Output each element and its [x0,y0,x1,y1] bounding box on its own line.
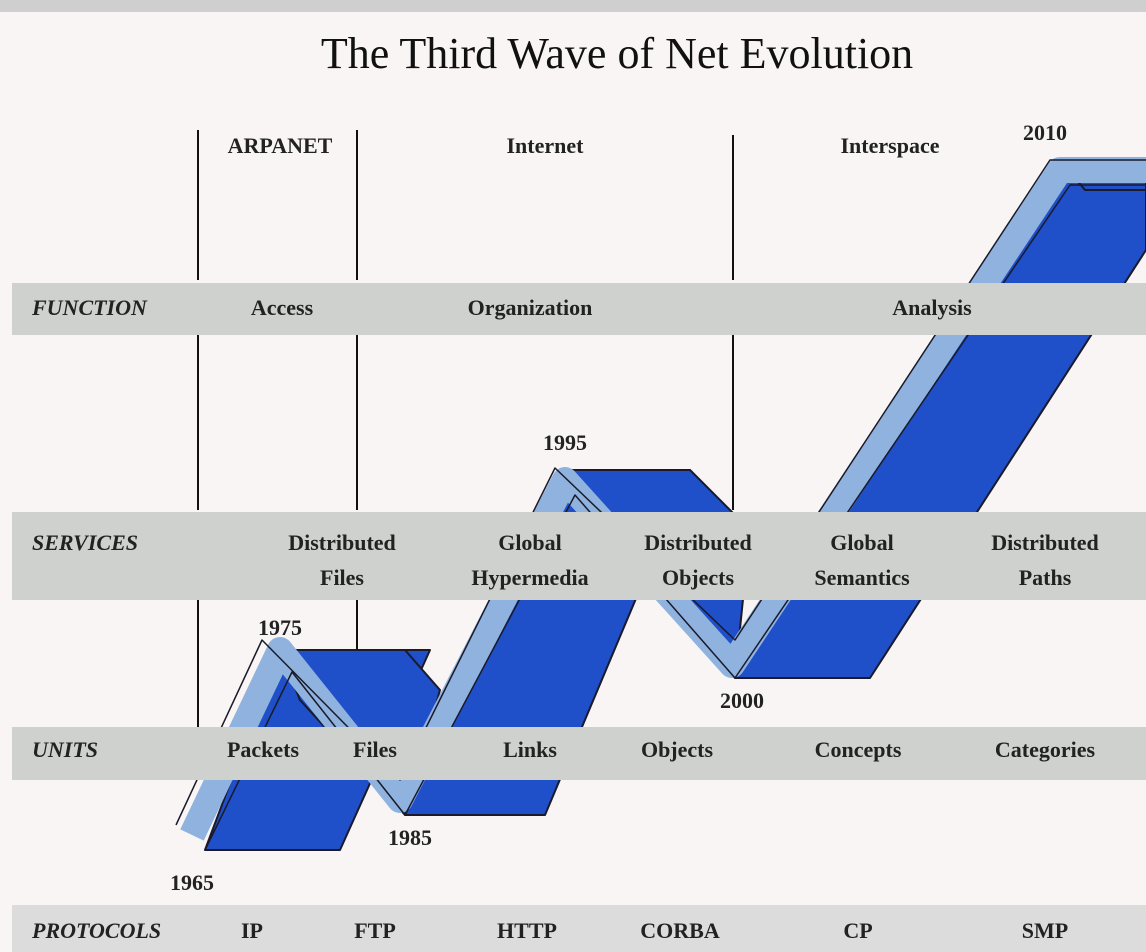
unit-item: Files [353,737,397,762]
service-item: Global [830,530,894,555]
year-label: 2000 [720,688,764,713]
unit-item: Links [503,737,557,762]
year-label: 1975 [258,615,302,640]
service-item: Global [498,530,562,555]
row-header: FUNCTION [31,295,148,320]
year-label: 1995 [543,430,587,455]
protocol-item: SMP [1022,918,1068,943]
era-label: ARPANET [228,133,333,158]
protocol-item: HTTP [497,918,557,943]
era-label: Interspace [841,133,940,158]
top-bar [0,0,1146,12]
protocol-item: CORBA [640,918,720,943]
row-header: UNITS [32,737,98,762]
unit-item: Categories [995,737,1096,762]
era-label: Internet [507,133,585,158]
function-item: Organization [468,295,593,320]
function-item: Analysis [892,295,972,320]
service-item: Distributed [288,530,396,555]
unit-item: Objects [641,737,714,762]
diagram: The Third Wave of Net Evolution ARPANET … [0,0,1146,952]
service-item: Files [320,565,364,590]
service-item: Objects [662,565,735,590]
protocols-band [12,905,1146,952]
year-label: 1965 [170,870,214,895]
row-header: SERVICES [32,530,138,555]
service-item: Semantics [814,565,910,590]
row-header: PROTOCOLS [31,918,161,943]
unit-item: Concepts [815,737,902,762]
unit-item: Packets [227,737,300,762]
year-label: 2010 [1023,120,1067,145]
units-band [12,727,1146,780]
year-label: 1985 [388,825,432,850]
protocol-item: FTP [354,918,396,943]
protocol-item: CP [843,918,872,943]
protocol-item: IP [241,918,263,943]
service-item: Distributed [644,530,752,555]
service-item: Distributed [991,530,1099,555]
title: The Third Wave of Net Evolution [321,29,913,78]
service-item: Hypermedia [471,565,588,590]
function-item: Access [251,295,314,320]
service-item: Paths [1019,565,1072,590]
